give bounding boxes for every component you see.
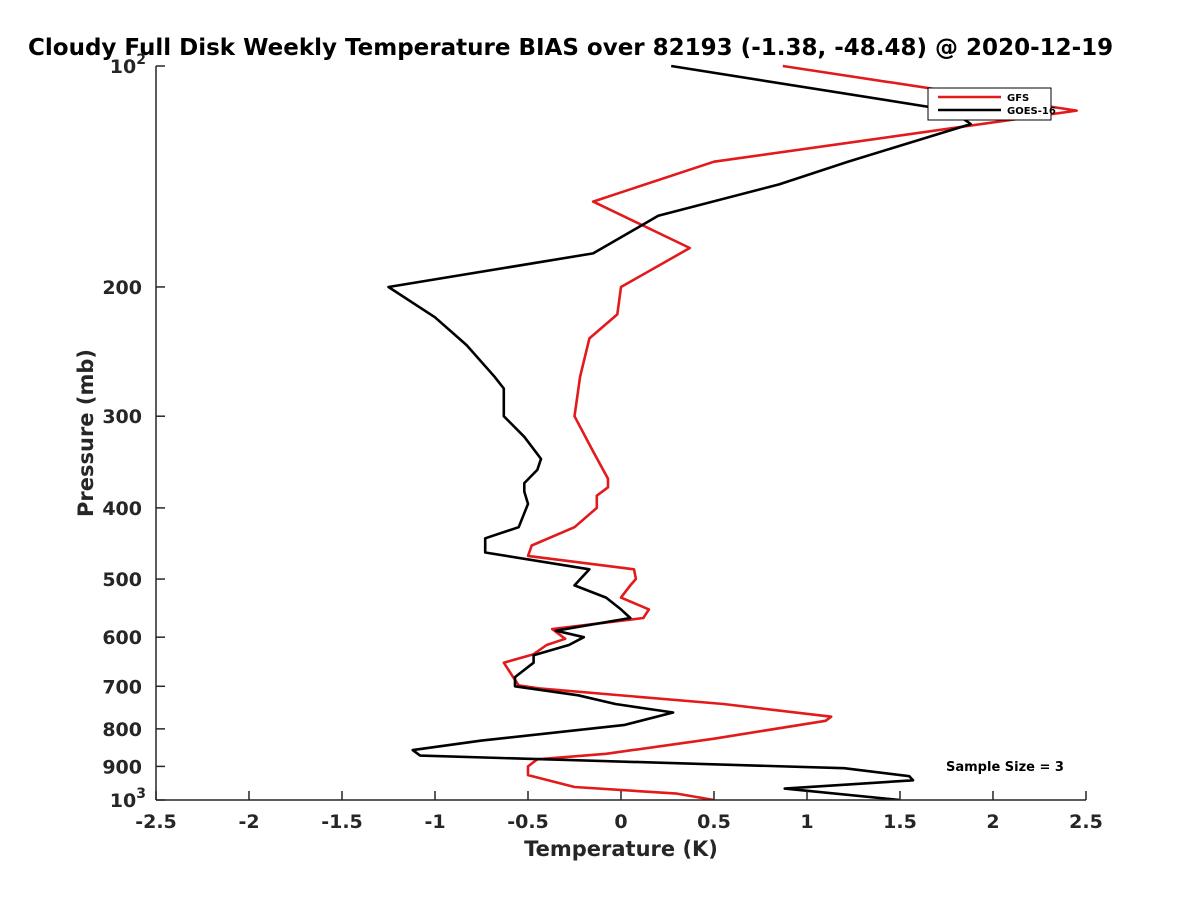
series-line-goes16 [387,64,973,800]
x-tick-label: 0.5 [697,811,731,833]
x-tick-label: 0 [614,811,627,833]
y-tick-label: 900 [102,756,142,778]
x-tick-label: -1 [424,811,445,833]
y-axis-label: Pressure (mb) [74,349,98,517]
x-axis-label: Temperature (K) [524,837,718,861]
y-tick-label: 800 [102,719,142,741]
x-tick-label: 2.5 [1069,811,1103,833]
y-tick-label: 700 [102,676,142,698]
legend-box [927,87,1052,121]
legend-label-goes16: GOES-16 [1007,106,1056,117]
series-layer [387,64,1078,800]
y-tick-label: 200 [102,277,142,299]
x-tick-label: 1.5 [883,811,917,833]
x-tick-label: 1 [800,811,813,833]
x-tick-label: -2 [238,811,259,833]
x-tick-label: -0.5 [507,811,549,833]
legend-label-gfs: GFS [1007,93,1029,104]
x-tick-label: -2.5 [135,811,177,833]
sample-size-annotation: Sample Size = 3 [946,760,1064,775]
y-axis-ticks: 102 200 300 400 500 600 700 800 900 103 [102,52,165,812]
x-axis-ticks: -2.5 -2 -1.5 -1 -0.5 0 0.5 1 1.5 2 2.5 [135,791,1103,833]
y-tick-label: 103 [110,786,146,812]
x-tick-label: -1.5 [321,811,363,833]
x-tick-label: 2 [986,811,999,833]
y-tick-label: 102 [110,52,146,78]
legend: GFS GOES-16 [927,87,1056,121]
chart-title: Cloudy Full Disk Weekly Temperature BIAS… [28,35,1113,61]
series-line-gfs [502,64,1078,800]
y-tick-label: 400 [102,498,142,520]
y-tick-label: 300 [102,406,142,428]
y-tick-label: 600 [102,627,142,649]
y-tick-label: 500 [102,569,142,591]
